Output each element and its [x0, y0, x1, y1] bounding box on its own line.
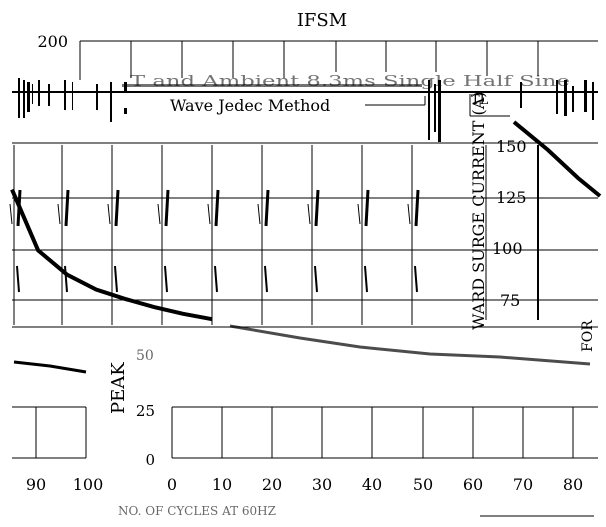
y-tick-right-125: 125	[496, 188, 527, 207]
grid-glitch-mark	[414, 265, 418, 293]
series-line-main	[10, 188, 213, 322]
grid-glitch-mark	[407, 203, 411, 225]
x-tick-0: 0	[167, 475, 177, 494]
y-tick-25: 25	[136, 402, 155, 420]
y-tick-right-75: 75	[500, 291, 520, 310]
grid-glitch-mark	[9, 203, 13, 225]
grid-bottom-panel	[12, 406, 598, 459]
grid-glitch-mark	[107, 203, 111, 225]
grid-glitch-mark	[214, 189, 220, 227]
x-tick-100: 100	[73, 475, 104, 494]
x-tick-20: 20	[262, 475, 282, 494]
grid-glitch-mark	[314, 189, 320, 227]
x-axis-label: NO. OF CYCLES AT 60HZ	[118, 504, 276, 518]
x-tick-10: 10	[212, 475, 232, 494]
x-tick-60: 60	[463, 475, 483, 494]
y-tick-right-100: 100	[492, 239, 523, 258]
x-tick-90: 90	[26, 475, 46, 494]
grid-glitch-mark	[16, 265, 20, 293]
series-line-continuation	[229, 324, 591, 366]
y-label-left: PEAK	[108, 362, 129, 414]
series-curves	[10, 120, 602, 374]
grid-glitch-mark	[364, 265, 368, 293]
grid-vertical-fragments	[9, 145, 420, 325]
grid-glitch-mark	[64, 265, 68, 293]
y-tick-200: 200	[37, 32, 68, 51]
x-tick-70: 70	[513, 475, 533, 494]
grid-glitch-mark	[64, 189, 70, 227]
grid-glitch-mark	[257, 203, 261, 225]
grid-middle-panel	[12, 197, 598, 328]
grid-glitch-mark	[164, 189, 170, 227]
y-tick-right-150: 150	[496, 137, 527, 156]
grid-glitch-mark	[314, 265, 318, 293]
x-tick-80: 80	[563, 475, 583, 494]
grid-glitch-mark	[214, 265, 218, 293]
x-tick-40: 40	[362, 475, 382, 494]
grid-glitch-mark	[414, 189, 420, 227]
grid-glitch-mark	[207, 203, 211, 225]
grid-glitch-mark	[57, 203, 61, 225]
y-label-right: WARD SURGE CURRENT (A)	[469, 92, 488, 331]
grid-glitch-mark	[114, 189, 120, 227]
x-tick-50: 50	[413, 475, 433, 494]
grid-glitch-mark	[357, 203, 361, 225]
right-axis	[485, 145, 539, 320]
annotation-right: TL	[471, 93, 489, 108]
grid-glitch-mark	[264, 265, 268, 293]
annotation-strip	[12, 78, 598, 144]
y-tick-50: 50	[136, 348, 154, 364]
grid-glitch-mark	[157, 203, 161, 225]
annotation-line-1: T and Ambient 8.3ms Single Half Sine	[130, 72, 570, 90]
x-tick-30: 30	[312, 475, 332, 494]
y-tick-0: 0	[145, 451, 155, 469]
grid-glitch-mark	[264, 189, 270, 227]
annotation-line-2: Wave Jedec Method	[170, 96, 330, 115]
grid-glitch-mark	[114, 265, 118, 293]
grid-glitch-mark	[307, 203, 311, 225]
series-line-ghost	[13, 360, 87, 374]
grid-glitch-mark	[164, 265, 168, 293]
y-label-right-short: FOR	[580, 320, 596, 352]
grid-glitch-mark	[364, 189, 370, 227]
chart-title: IFSM	[297, 10, 347, 31]
grid-top-panel	[79, 40, 598, 80]
series-line-overlay	[512, 120, 602, 198]
